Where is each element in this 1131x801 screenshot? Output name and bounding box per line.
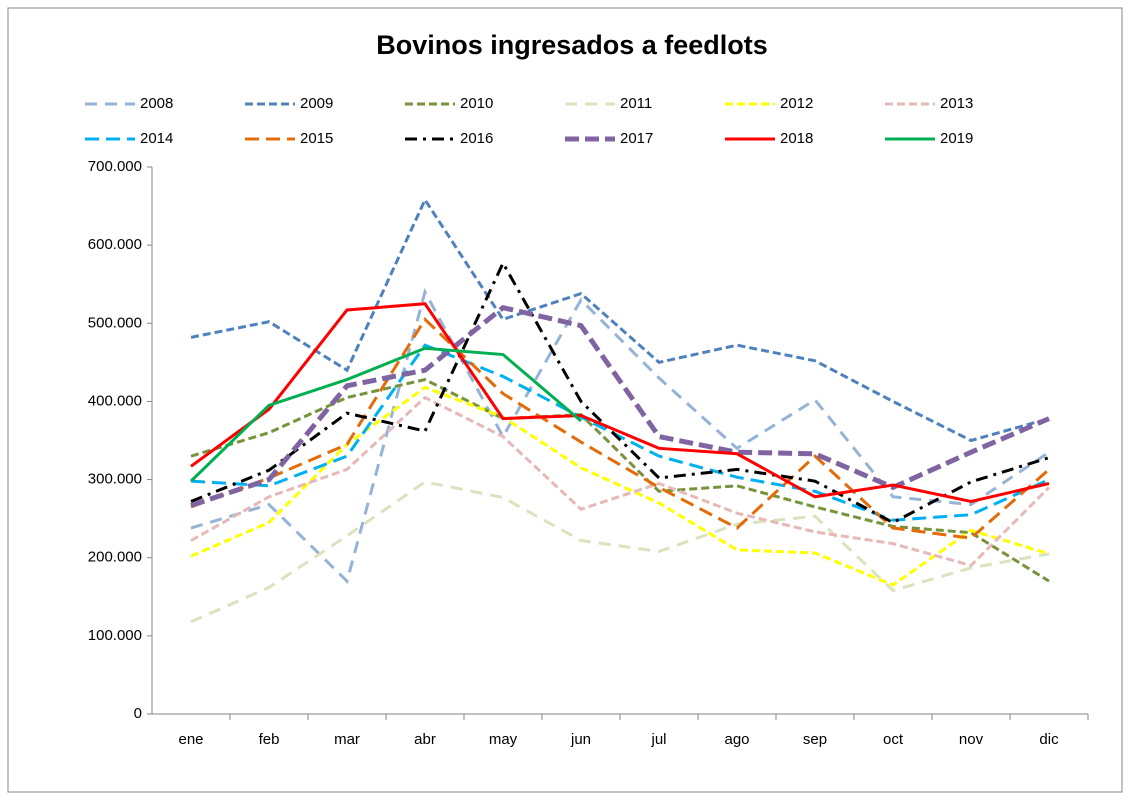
series-line bbox=[190, 395, 1051, 568]
series-line bbox=[190, 480, 1050, 624]
y-tick-label: 700.000 bbox=[88, 158, 142, 175]
x-tick-label: ene bbox=[178, 731, 203, 748]
x-tick-label: abr bbox=[414, 731, 436, 748]
x-tick-label: mar bbox=[334, 731, 360, 748]
x-tick-label: feb bbox=[259, 731, 280, 748]
legend-label: 2010 bbox=[460, 95, 493, 112]
y-tick-label: 300.000 bbox=[88, 471, 142, 488]
legend-label: 2008 bbox=[140, 95, 173, 112]
x-tick-label: sep bbox=[803, 731, 827, 748]
series-line bbox=[189, 346, 582, 483]
y-tick-label: 200.000 bbox=[88, 549, 142, 566]
series-line bbox=[190, 385, 1050, 587]
legend-label: 2017 bbox=[620, 130, 653, 147]
x-tick-label: nov bbox=[959, 731, 984, 748]
legend-label: 2009 bbox=[300, 95, 333, 112]
chart-title: Bovinos ingresados a feedlots bbox=[376, 30, 768, 60]
series-line bbox=[190, 259, 1050, 525]
chart-border bbox=[7, 7, 1123, 793]
legend-label: 2014 bbox=[140, 130, 173, 147]
x-tick-label: ago bbox=[724, 731, 749, 748]
legend-label: 2011 bbox=[620, 95, 652, 112]
series-line bbox=[190, 304, 1050, 508]
x-tick-label: dic bbox=[1039, 731, 1059, 748]
series-line bbox=[190, 343, 1050, 522]
series-line bbox=[190, 288, 1050, 585]
series-line bbox=[190, 196, 1050, 443]
y-tick-label: 500.000 bbox=[88, 314, 142, 331]
series-line bbox=[190, 317, 1050, 540]
legend-label: 2012 bbox=[780, 95, 813, 112]
legend-label: 2015 bbox=[300, 130, 333, 147]
x-tick-label: jun bbox=[570, 731, 591, 748]
y-tick-label: 0 bbox=[134, 705, 142, 722]
x-tick-label: may bbox=[489, 731, 518, 748]
legend-label: 2019 bbox=[940, 130, 973, 147]
x-tick-label: jul bbox=[650, 731, 666, 748]
legend-label: 2013 bbox=[940, 95, 973, 112]
y-tick-label: 600.000 bbox=[88, 236, 142, 253]
legend-label: 2016 bbox=[460, 130, 493, 147]
series-line bbox=[190, 302, 1050, 503]
y-tick-label: 100.000 bbox=[88, 627, 142, 644]
x-tick-label: oct bbox=[883, 731, 904, 748]
y-tick-label: 400.000 bbox=[88, 392, 142, 409]
legend-label: 2018 bbox=[780, 130, 813, 147]
series-line bbox=[190, 377, 1050, 583]
